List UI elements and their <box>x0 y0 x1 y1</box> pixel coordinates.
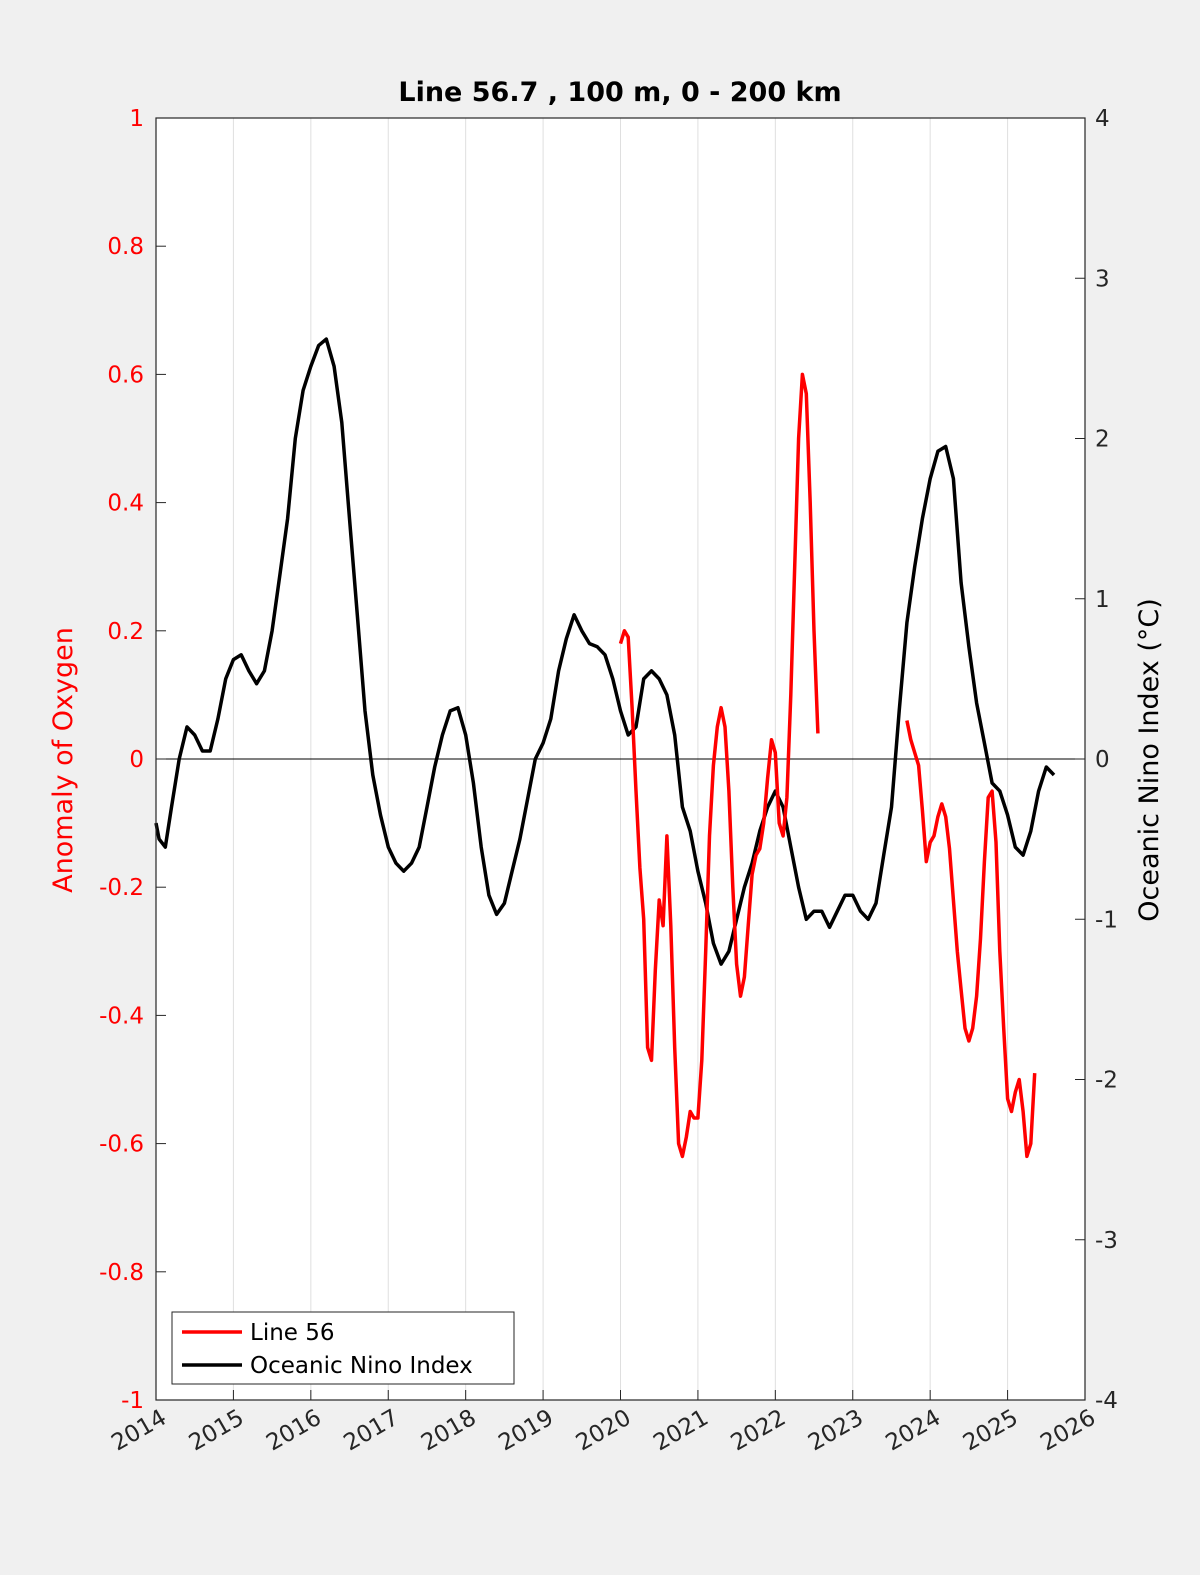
y-right-tick-label: -2 <box>1095 1068 1118 1094</box>
y-left-tick-label: -0.8 <box>99 1260 144 1286</box>
axes: 2014 2015 2016 2017 2018 2019 2020 2021 2022 2023… <box>99 106 1118 1456</box>
legend: Line 56 Oceanic Nino Index <box>171 1311 515 1385</box>
y-right-tick-label: -1 <box>1095 907 1118 933</box>
y-right-tick-label: 0 <box>1095 747 1110 773</box>
y-right-tick-label: -4 <box>1095 1388 1118 1414</box>
y-right-tick-label: 1 <box>1095 587 1110 613</box>
y-right-tick-label: 3 <box>1095 266 1110 292</box>
y-left-tick-label: -0.4 <box>99 1003 144 1029</box>
y-axis-left-label: Anomaly of Oxygen <box>48 627 79 893</box>
y-left-tick-label: 0.8 <box>107 234 144 260</box>
y-left-tick-label: -0.6 <box>99 1132 144 1158</box>
y-right-tick-label: 2 <box>1095 427 1110 453</box>
line56-series-segment <box>618 372 820 1159</box>
oni-series-line <box>154 337 1056 966</box>
line56-series-segment <box>905 720 1037 1159</box>
y-left-tick-label: 0.6 <box>107 362 144 388</box>
y-left-tick-label: 0 <box>129 747 144 773</box>
y-right-tick-label: -3 <box>1095 1228 1118 1254</box>
legend-box <box>171 1311 515 1385</box>
y-left-tick-label: 0.2 <box>107 619 144 645</box>
y-right-tick-label: 4 <box>1095 106 1110 132</box>
legend-label-line56: Line 56 <box>250 1320 335 1346</box>
y-left-tick-label: 0.4 <box>107 491 144 517</box>
legend-label-oni: Oceanic Nino Index <box>250 1353 473 1379</box>
y-left-tick-label: -0.2 <box>99 875 144 901</box>
series-lines <box>154 337 1056 1159</box>
y-left-tick-label: 1 <box>129 106 144 132</box>
y-left-tick-label: -1 <box>121 1388 144 1414</box>
chart-title: Line 56.7 , 100 m, 0 - 200 km <box>398 77 841 108</box>
y-axis-right-label: Oceanic Nino Index (°C) <box>1134 598 1165 922</box>
